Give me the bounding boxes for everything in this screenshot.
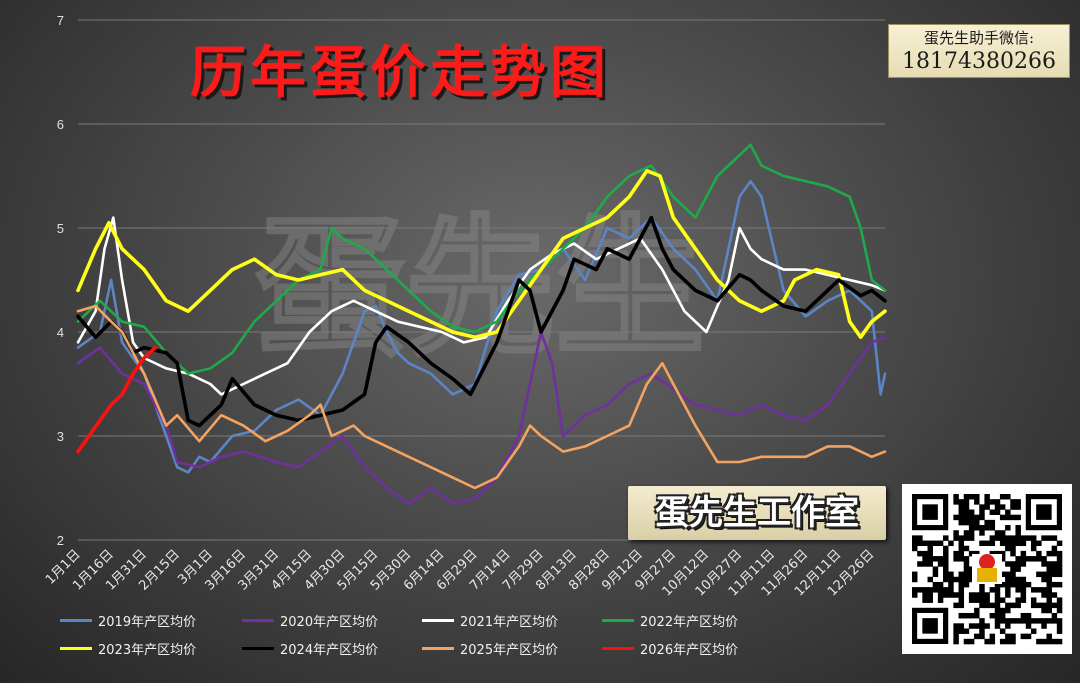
series-line (76, 304, 887, 490)
legend-swatch (60, 618, 92, 622)
series-line (76, 179, 887, 474)
y-tick-label: 5 (57, 221, 64, 236)
legend-item: 2021年产区均价 (422, 610, 558, 630)
series-line (76, 143, 887, 375)
legend-item: 2026年产区均价 (602, 638, 738, 658)
legend-item: 2022年产区均价 (602, 610, 738, 630)
legend-item: 2020年产区均价 (242, 610, 378, 630)
legend-swatch (422, 618, 454, 622)
legend-item: 2019年产区均价 (60, 610, 196, 630)
legend-swatch (602, 646, 634, 650)
legend-label: 2020年产区均价 (280, 614, 379, 630)
series-line (76, 216, 887, 396)
contact-box: 蛋先生助手微信: 18174380266 (888, 24, 1070, 78)
legend-item: 2025年产区均价 (422, 638, 558, 658)
chart-title: 历年蛋价走势图 (190, 41, 610, 106)
qr-code-icon (902, 484, 1072, 654)
legend-label: 2022年产区均价 (640, 614, 739, 630)
watermark-text: 蛋先生 (255, 202, 705, 376)
legend-swatch (60, 646, 92, 650)
y-tick-label: 2 (57, 533, 64, 548)
series-line (76, 345, 157, 454)
series-line (76, 330, 887, 505)
y-tick-label: 3 (57, 429, 64, 444)
contact-phone: 18174380266 (902, 49, 1056, 74)
legend-label: 2023年产区均价 (98, 642, 197, 658)
y-tick-label: 4 (57, 325, 64, 340)
legend-label: 2026年产区均价 (640, 642, 739, 658)
legend-swatch (242, 618, 274, 622)
legend-item: 2023年产区均价 (60, 638, 196, 658)
contact-label: 蛋先生助手微信: (923, 29, 1035, 47)
series-line (76, 215, 887, 428)
legend-item: 2024年产区均价 (242, 638, 378, 658)
studio-badge: 蛋先生工作室 (628, 486, 886, 540)
chart-legend: 2019年产区均价 2020年产区均价 2021年产区均价 2022年产区均价 2023… (60, 604, 860, 674)
legend-swatch (422, 646, 454, 650)
legend-swatch (602, 618, 634, 622)
legend-label: 2025年产区均价 (460, 642, 559, 658)
legend-label: 2019年产区均价 (98, 614, 197, 630)
legend-label: 2024年产区均价 (280, 642, 379, 658)
legend-label: 2021年产区均价 (460, 614, 559, 630)
y-tick-label: 7 (57, 13, 64, 28)
y-tick-label: 6 (57, 117, 64, 132)
legend-swatch (242, 646, 274, 650)
